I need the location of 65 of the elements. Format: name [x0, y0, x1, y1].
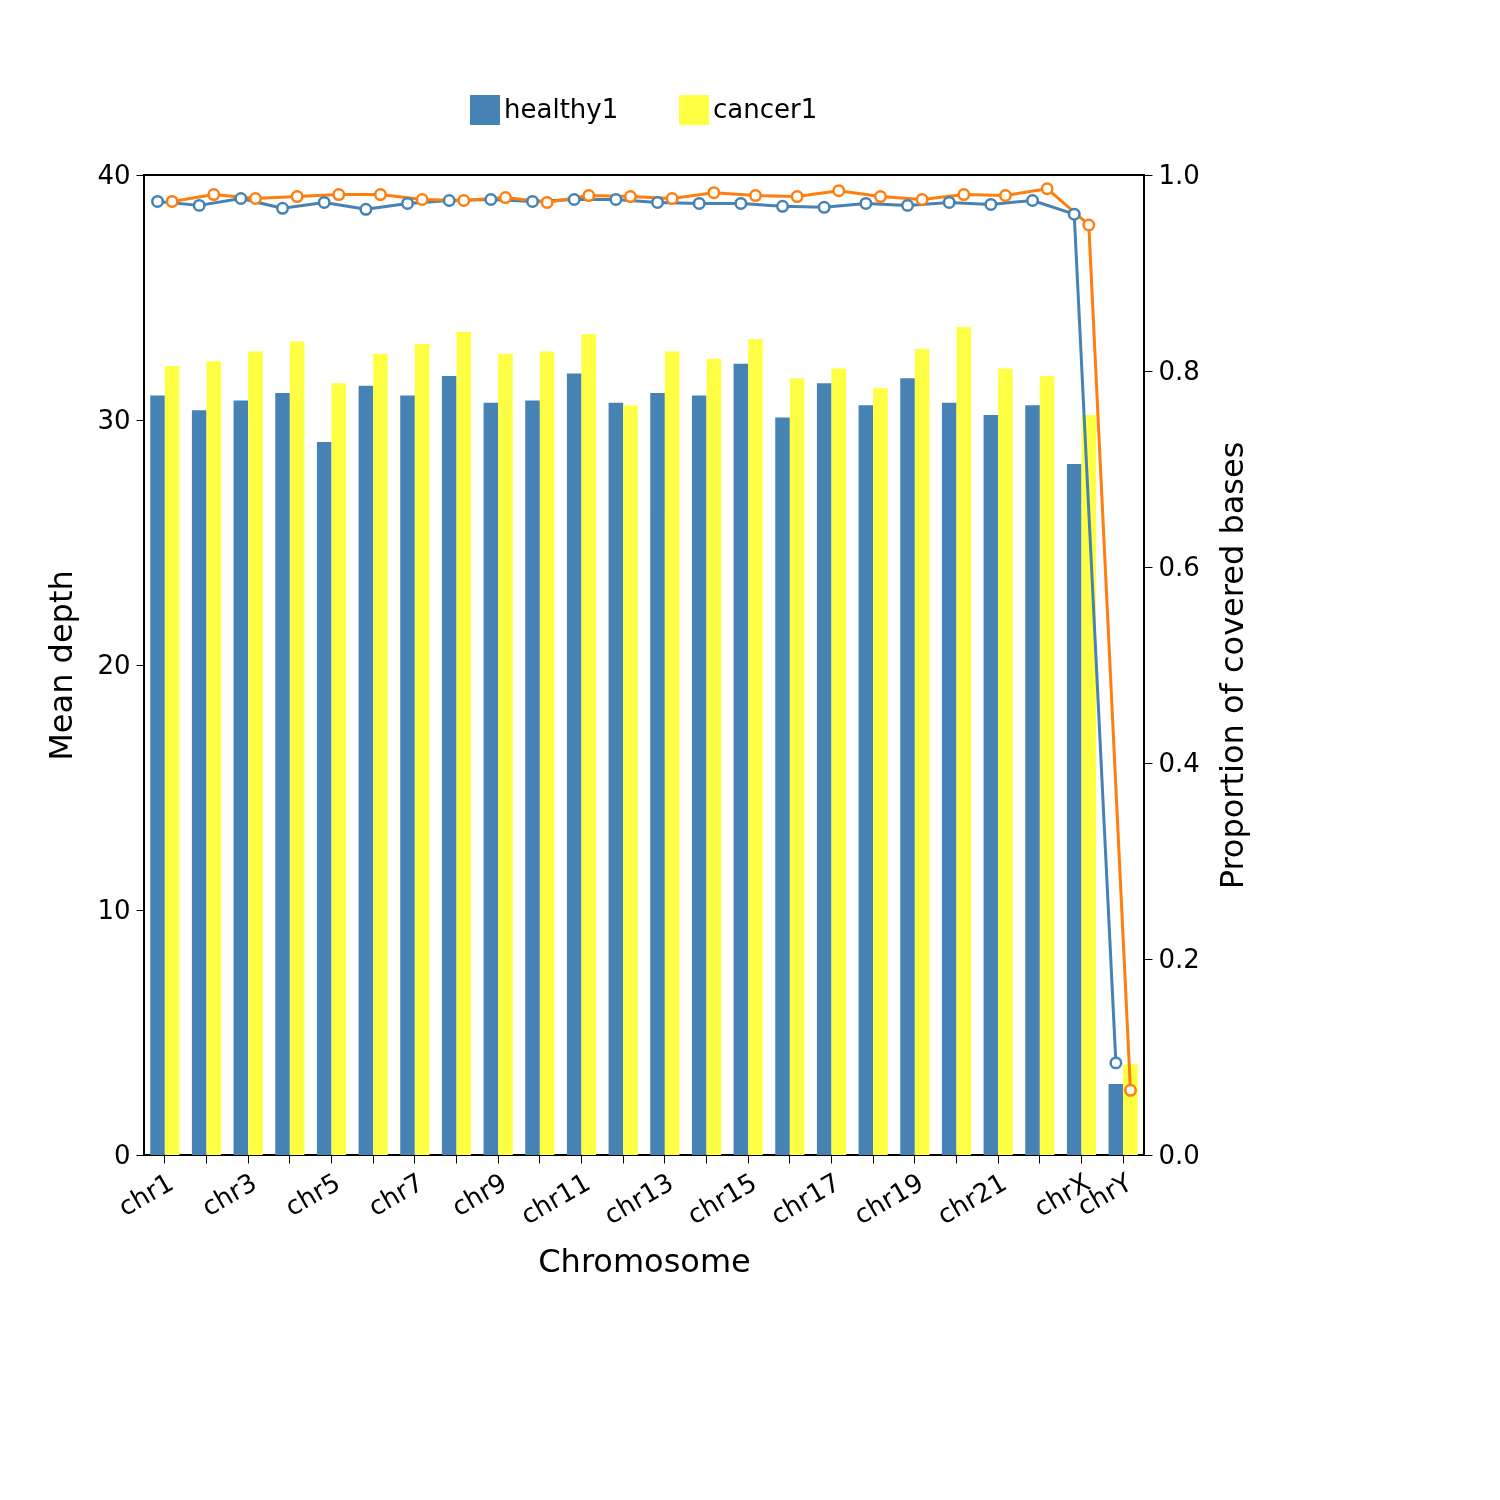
bar	[191, 410, 207, 1155]
bar	[316, 442, 332, 1155]
bar	[816, 383, 832, 1155]
y-axis-title: Mean depth	[42, 570, 81, 761]
bar	[456, 331, 472, 1155]
bar	[1039, 375, 1055, 1155]
y2-tick-label: 0.6	[1158, 551, 1200, 582]
bar	[983, 415, 999, 1155]
bar	[873, 388, 888, 1155]
bar	[498, 353, 513, 1155]
bar	[748, 339, 763, 1155]
y2-tick-label: 1.0	[1158, 159, 1200, 190]
bar	[831, 368, 847, 1155]
bar	[1066, 464, 1082, 1155]
bar	[233, 400, 249, 1155]
y-tick-label: 20	[97, 649, 131, 680]
bar	[206, 361, 222, 1155]
bar	[331, 383, 347, 1155]
bar	[789, 378, 805, 1155]
bar	[150, 395, 165, 1155]
y2-axis-title: Proportion of covered bases	[1212, 441, 1251, 890]
bar	[1025, 405, 1040, 1155]
bar	[289, 341, 305, 1155]
y-tick-label: 30	[97, 404, 131, 435]
bar	[164, 366, 180, 1155]
bar	[623, 405, 638, 1155]
bar	[441, 375, 457, 1155]
bar	[275, 393, 290, 1155]
bar	[248, 351, 263, 1155]
bar	[733, 363, 749, 1155]
bar	[373, 353, 388, 1155]
bar	[858, 405, 874, 1155]
bar	[1108, 1083, 1124, 1155]
x-tick-label: chr9	[446, 1166, 512, 1222]
bar	[998, 368, 1013, 1155]
y2-tick-label: 0.2	[1158, 943, 1200, 974]
bar	[650, 393, 665, 1155]
y2-tick-label: 0.4	[1158, 747, 1200, 778]
y2-tick-label: 0.0	[1158, 1139, 1200, 1170]
bar	[914, 348, 930, 1155]
bar	[566, 373, 582, 1155]
bar	[900, 378, 915, 1155]
bar	[414, 344, 430, 1155]
bar	[775, 417, 790, 1155]
bar	[691, 395, 707, 1155]
y2-tick-label: 0.8	[1158, 355, 1200, 386]
bar	[525, 400, 540, 1155]
x-tick-label: chr5	[279, 1166, 345, 1222]
legend-label: cancer1	[713, 94, 818, 124]
bar	[358, 385, 374, 1155]
x-axis-title: Chromosome	[538, 1242, 751, 1281]
bar	[400, 395, 415, 1155]
bar	[956, 326, 972, 1155]
x-tick-label: chr3	[196, 1166, 262, 1222]
bar	[483, 402, 499, 1155]
bar	[608, 402, 624, 1155]
x-tick-label: chr7	[363, 1166, 429, 1222]
y-tick-label: 10	[97, 894, 131, 925]
bar	[539, 351, 555, 1155]
bar	[581, 334, 597, 1155]
bar	[941, 402, 957, 1155]
bar	[706, 358, 722, 1155]
bar	[664, 351, 680, 1155]
y-tick-label: 40	[97, 159, 131, 190]
legend-label: healthy1	[504, 94, 619, 124]
